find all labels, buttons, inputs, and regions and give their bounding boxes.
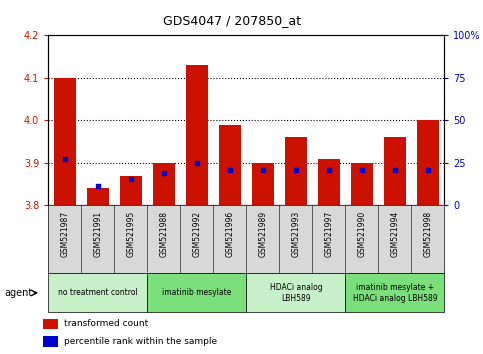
Bar	[318, 159, 340, 205]
Bar	[153, 163, 174, 205]
Text: agent: agent	[5, 288, 33, 298]
FancyBboxPatch shape	[147, 273, 246, 313]
Text: GSM521998: GSM521998	[424, 211, 432, 257]
Text: GSM521989: GSM521989	[258, 211, 267, 257]
Bar	[43, 336, 58, 347]
Text: transformed count: transformed count	[64, 319, 148, 329]
Text: imatinib mesylate: imatinib mesylate	[162, 289, 231, 297]
Bar	[285, 137, 307, 205]
Text: GSM521995: GSM521995	[127, 211, 135, 257]
Text: GSM521990: GSM521990	[357, 211, 366, 257]
Text: GSM521987: GSM521987	[60, 211, 69, 257]
FancyBboxPatch shape	[48, 273, 147, 313]
Bar	[54, 78, 75, 205]
Text: GSM521988: GSM521988	[159, 211, 168, 257]
Bar	[219, 125, 241, 205]
Bar	[351, 163, 372, 205]
Bar	[43, 319, 58, 329]
Bar	[252, 163, 273, 205]
Bar	[417, 120, 439, 205]
Text: GSM521991: GSM521991	[93, 211, 102, 257]
Bar	[186, 65, 208, 205]
Bar	[120, 176, 142, 205]
Text: no treatment control: no treatment control	[58, 289, 138, 297]
Text: GSM521992: GSM521992	[192, 211, 201, 257]
FancyBboxPatch shape	[345, 273, 444, 313]
FancyBboxPatch shape	[246, 273, 345, 313]
Text: GSM521996: GSM521996	[226, 211, 234, 257]
Text: GSM521997: GSM521997	[325, 211, 333, 257]
Text: GDS4047 / 207850_at: GDS4047 / 207850_at	[163, 14, 301, 27]
Text: HDACi analog
LBH589: HDACi analog LBH589	[270, 283, 322, 303]
Bar	[87, 188, 109, 205]
Text: percentile rank within the sample: percentile rank within the sample	[64, 337, 217, 346]
Text: imatinib mesylate +
HDACi analog LBH589: imatinib mesylate + HDACi analog LBH589	[353, 283, 437, 303]
Text: GSM521994: GSM521994	[390, 211, 399, 257]
Bar	[384, 137, 406, 205]
Text: GSM521993: GSM521993	[291, 211, 300, 257]
